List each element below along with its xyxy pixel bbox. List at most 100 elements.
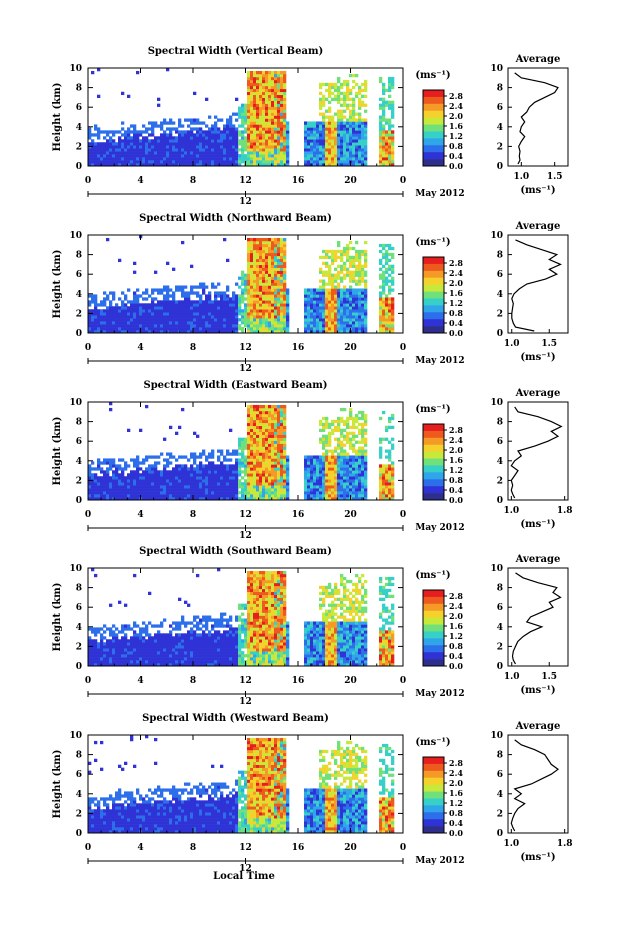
heatmap-cell	[307, 479, 310, 482]
colorbar-tick-label: 1.6	[449, 121, 463, 131]
heatmap-cell	[250, 450, 253, 453]
heatmap-cell	[268, 324, 271, 327]
heatmap-cell	[280, 405, 283, 408]
heatmap-cell	[247, 256, 250, 259]
heatmap-cell	[250, 110, 253, 113]
heatmap-cell	[109, 491, 112, 494]
heatmap-cell	[253, 98, 256, 101]
heatmap-cell	[199, 157, 202, 160]
heatmap-cell	[361, 83, 364, 86]
heatmap-cell	[277, 89, 280, 92]
heatmap-cell	[223, 294, 226, 297]
heatmap-cell	[202, 139, 205, 142]
heatmap-cell	[274, 300, 277, 303]
heatmap-cell	[268, 488, 271, 491]
heatmap-cell	[349, 241, 352, 244]
heatmap-cell	[256, 414, 259, 417]
heatmap-cell	[148, 470, 151, 473]
heatmap-cell	[163, 142, 166, 145]
heatmap-cell	[238, 116, 241, 119]
heatmap-cell	[214, 324, 217, 327]
heatmap-cell	[190, 324, 193, 327]
heatmap-cell	[238, 444, 241, 447]
heatmap-cell	[199, 461, 202, 464]
heatmap-cell	[304, 154, 307, 157]
heatmap-cell	[130, 139, 133, 142]
heatmap-cell	[385, 142, 388, 145]
heatmap-cell	[223, 136, 226, 139]
heatmap-cell	[235, 312, 238, 315]
heatmap-cell	[271, 139, 274, 142]
heatmap-cell	[250, 104, 253, 107]
heatmap-cell	[154, 461, 157, 464]
heatmap-cell	[115, 485, 118, 488]
heatmap-cell	[331, 452, 334, 455]
heatmap-cell	[247, 458, 250, 461]
heatmap-cell	[166, 488, 169, 491]
heatmap-cell	[142, 479, 145, 482]
heatmap-cell	[304, 124, 307, 127]
heatmap-cell	[277, 408, 280, 411]
heatmap-cell	[178, 145, 181, 148]
heatmap-cell	[352, 309, 355, 312]
heatmap-cell	[247, 426, 250, 429]
heatmap-cell	[325, 253, 328, 256]
heatmap-cell	[265, 405, 268, 408]
heatmap-cell	[169, 127, 172, 130]
heatmap-cell	[193, 133, 196, 136]
heatmap-cell	[247, 244, 250, 247]
heatmap-cell	[175, 148, 178, 151]
heatmap-cell	[265, 312, 268, 315]
heatmap-cell	[187, 139, 190, 142]
heatmap-cell	[187, 312, 190, 315]
heatmap-cell	[283, 447, 286, 450]
heatmap-cell	[247, 414, 250, 417]
heatmap-cell	[250, 306, 253, 309]
heatmap-cell	[211, 491, 214, 494]
heatmap-cell	[319, 294, 322, 297]
heatmap-cell	[208, 485, 211, 488]
heatmap-cell	[208, 494, 211, 497]
heatmap-cell	[322, 479, 325, 482]
heatmap-cell	[91, 133, 94, 136]
heatmap-cell	[262, 417, 265, 420]
date-label: May 2012	[415, 189, 464, 199]
heatmap-cell	[250, 256, 253, 259]
heatmap-cell	[268, 458, 271, 461]
heatmap-cell	[220, 324, 223, 327]
heatmap-cell	[232, 124, 235, 127]
heatmap-cell	[271, 438, 274, 441]
heatmap-cell	[259, 241, 262, 244]
heatmap-cell	[256, 306, 259, 309]
heatmap-cell	[256, 80, 259, 83]
heatmap-cell	[256, 423, 259, 426]
heatmap-cell	[100, 321, 103, 324]
heatmap-cell	[100, 482, 103, 485]
heatmap-cell	[277, 268, 280, 271]
heatmap-cell	[250, 250, 253, 253]
heatmap-cell	[349, 142, 352, 145]
heatmap-cell	[235, 464, 238, 467]
heatmap-cell	[223, 291, 226, 294]
heatmap-cell	[325, 318, 328, 321]
heatmap-cell	[250, 429, 253, 432]
heatmap-cell	[253, 414, 256, 417]
heatmap-cell	[259, 127, 262, 130]
heatmap-cell	[262, 470, 265, 473]
heatmap-cell	[127, 324, 130, 327]
heatmap-cell	[262, 488, 265, 491]
heatmap-cell	[346, 291, 349, 294]
heatmap-cell	[358, 157, 361, 160]
heatmap-cell	[196, 303, 199, 306]
heatmap-cell	[151, 470, 154, 473]
heatmap-cell	[103, 324, 106, 327]
heatmap-cell	[319, 485, 322, 488]
heatmap-cell	[286, 139, 289, 142]
heatmap-cell	[169, 154, 172, 157]
heatmap-cell	[157, 309, 160, 312]
heatmap-cell	[268, 133, 271, 136]
heatmap-cell	[277, 127, 280, 130]
heatmap-cell	[109, 482, 112, 485]
heatmap-cell	[385, 283, 388, 286]
heatmap-cell	[250, 124, 253, 127]
